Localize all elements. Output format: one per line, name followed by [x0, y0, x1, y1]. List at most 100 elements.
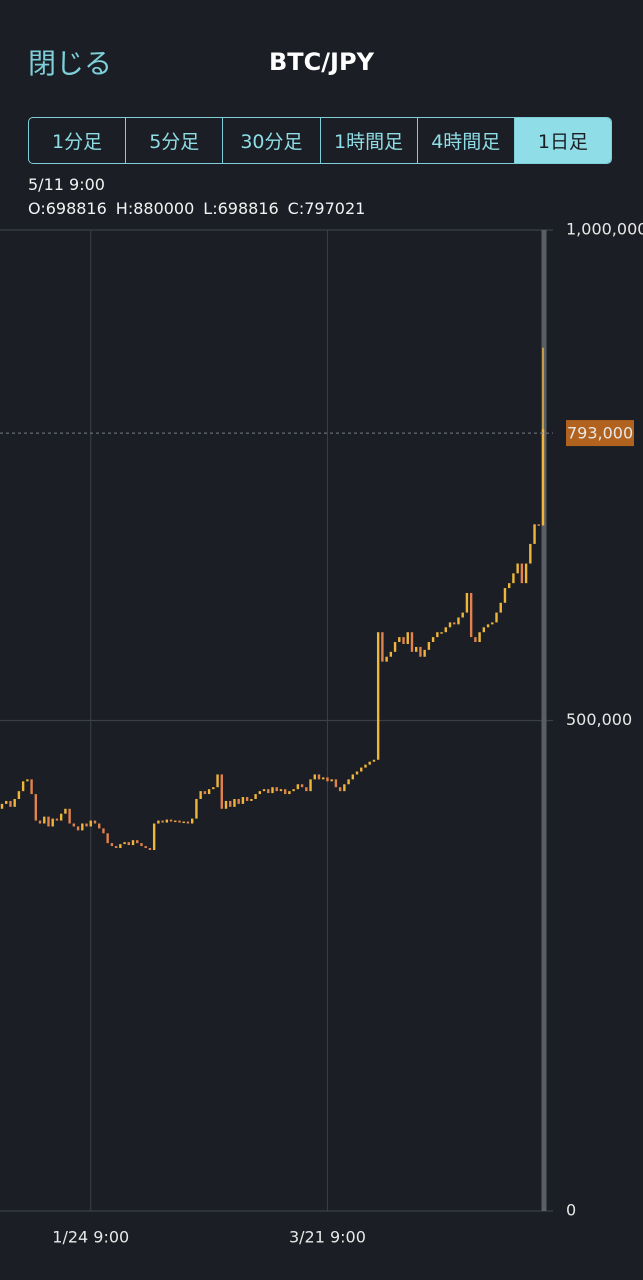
candle-body [338, 787, 342, 792]
candle-body [114, 846, 118, 849]
candle-body [381, 632, 384, 662]
candle-body [13, 798, 16, 807]
candle-body [465, 592, 469, 613]
candle-body [169, 819, 173, 822]
candle-body [533, 524, 536, 544]
candle-body [292, 789, 295, 792]
timeframe-tab[interactable]: 4時間足 [416, 118, 514, 163]
candle-body [376, 632, 380, 760]
candle-body [102, 828, 105, 834]
candle-body [393, 642, 397, 652]
candle-body [144, 846, 147, 849]
candle-body [537, 524, 540, 526]
candle-body [322, 777, 325, 780]
candle-body [237, 798, 240, 804]
bar-date: 5/11 9:00 [28, 175, 105, 194]
candle-body [279, 789, 283, 792]
candle-body [360, 767, 363, 772]
candle-body [267, 789, 270, 794]
candle-body [474, 637, 477, 643]
candle-body [207, 789, 211, 795]
candle-body [127, 842, 130, 846]
candle-body [309, 779, 312, 792]
candle-body [161, 820, 164, 823]
timeframe-tab[interactable]: 5分足 [125, 118, 222, 163]
candle-body [499, 602, 502, 613]
candle-body [254, 794, 257, 799]
candle-body [457, 617, 460, 625]
ohlc-label: L: [203, 199, 218, 218]
candle-body [152, 823, 156, 850]
candle-body [296, 784, 300, 790]
candle-body [165, 819, 169, 823]
y-tick-label: 0 [566, 1201, 576, 1220]
candle-body [482, 627, 486, 633]
candle-body [26, 779, 29, 782]
candle-body [136, 840, 139, 844]
candle-body [119, 844, 122, 849]
candle-body [43, 816, 46, 824]
candle-body [512, 573, 515, 584]
candle-body [59, 813, 63, 821]
candle-body [288, 791, 291, 795]
candle-body [0, 803, 4, 809]
candle-body [389, 651, 393, 657]
ohlc-label: O: [28, 199, 46, 218]
candle-body [220, 774, 223, 809]
candle-body [212, 787, 215, 790]
timeframe-tab[interactable]: 1分足 [52, 131, 103, 153]
close-button[interactable]: 閉じる [28, 47, 113, 80]
candle-body [491, 622, 494, 625]
candle-body [423, 649, 426, 657]
candle-body [262, 789, 266, 792]
timeframe-tab[interactable]: 30分足 [222, 118, 319, 163]
candle-body [402, 637, 405, 644]
candle-body [131, 840, 135, 846]
candle-body [21, 781, 25, 792]
candle-body [30, 779, 33, 795]
pair-title: BTC/JPY [269, 48, 374, 76]
candle-body [250, 798, 253, 801]
candle-body [453, 622, 456, 625]
candle-body [106, 833, 109, 844]
candle-body [330, 779, 333, 782]
candle-body [305, 787, 308, 792]
x-tick-label: 1/24 9:00 [52, 1228, 129, 1247]
candle-body [258, 791, 262, 795]
y-tick-label: 500,000 [566, 710, 632, 729]
candle-body [93, 820, 97, 824]
candle-body [178, 820, 181, 823]
candle-body [241, 797, 245, 804]
candle-body [34, 794, 38, 821]
candle-body [368, 761, 371, 765]
candle-body [199, 791, 202, 799]
candle-body [440, 632, 443, 634]
candle-body [182, 821, 185, 824]
candle-body [229, 800, 232, 807]
candle-body [486, 624, 490, 628]
ohlc-label: C: [287, 199, 305, 218]
candle-body [410, 632, 414, 652]
candle-body [140, 843, 143, 847]
candle-body [427, 642, 431, 650]
candle-body [503, 588, 507, 603]
timeframe-tab[interactable]: 1時間足 [319, 118, 417, 163]
candle-body [186, 821, 190, 824]
candle-body [495, 612, 498, 623]
candle-body [444, 627, 447, 633]
candle-body [190, 818, 194, 824]
candle-body [174, 820, 177, 823]
candle-body [123, 842, 126, 845]
candle-body [76, 826, 80, 831]
candle-body [520, 563, 524, 584]
timeframe-tab[interactable]: 1日足 [513, 118, 611, 163]
candle-body [98, 823, 101, 829]
candle-body [343, 784, 346, 792]
candle-body [313, 774, 316, 780]
candle-body [216, 774, 219, 788]
candle-body [507, 583, 511, 589]
ohlc-value: 880000 [133, 199, 195, 218]
candle-body [529, 543, 532, 564]
candle-body [38, 820, 42, 824]
